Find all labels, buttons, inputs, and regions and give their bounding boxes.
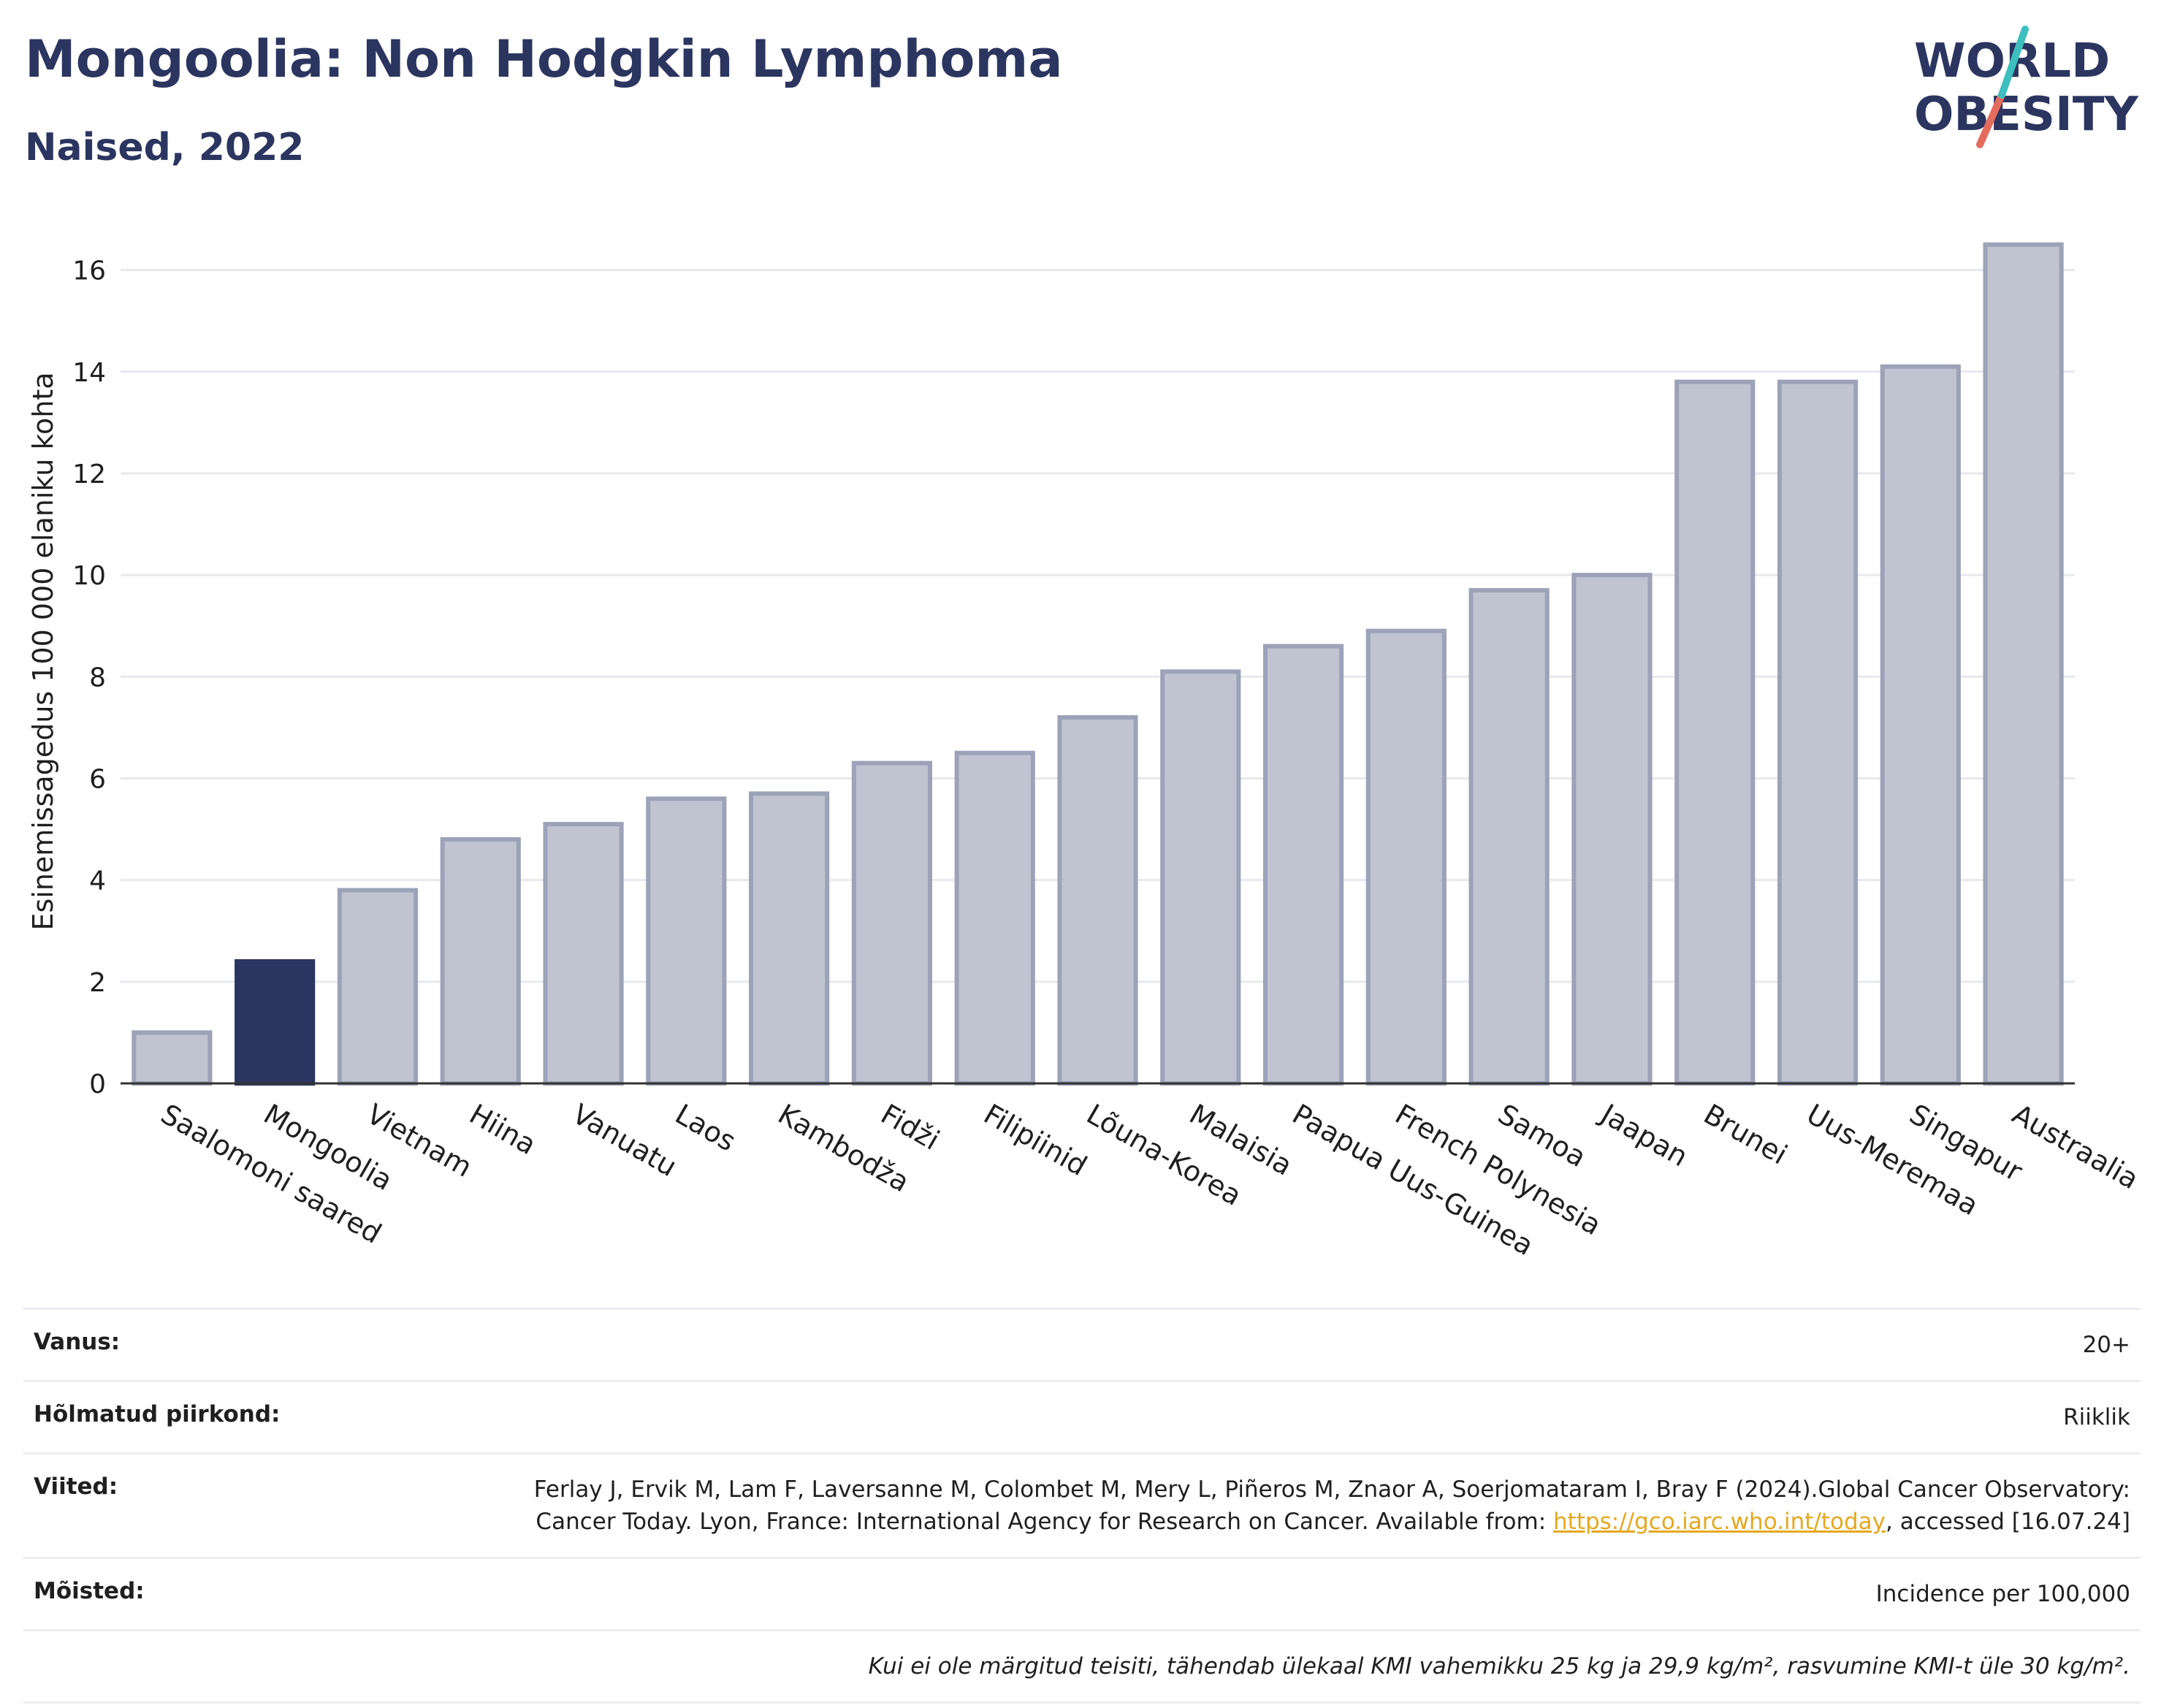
bar [337, 888, 419, 1086]
x-tick-label: Uus-Meremaa [1802, 1098, 1984, 1222]
bar [1674, 379, 1756, 1086]
x-tick-label: Fidži [875, 1098, 945, 1156]
bar [1160, 669, 1241, 1086]
x-tick-label: Filipiinid [978, 1098, 1092, 1182]
bar [1880, 364, 1961, 1086]
defs-value: Incidence per 100,000 [1875, 1581, 2130, 1607]
bar [132, 1030, 213, 1086]
y-tick-label: 14 [72, 358, 106, 388]
bar [851, 760, 933, 1086]
x-tick-label: Laos [670, 1098, 742, 1158]
meta-row-refs: Viited: Ferlay J, Ervik M, Lam F, Lavers… [23, 1452, 2141, 1557]
bar [749, 791, 830, 1086]
meta-row-region: Hõlmatud piirkond: Riiklik [23, 1380, 2141, 1452]
bar [543, 822, 624, 1086]
bar [1057, 714, 1138, 1086]
meta-row-age: Vanus: 20+ [23, 1308, 2141, 1380]
refs-label: Viited: [34, 1473, 118, 1500]
meta-row-note: Kui ei ole märgitud teisiti, tähendab ül… [23, 1629, 2141, 1704]
y-tick-label: 8 [89, 663, 106, 693]
age-value: 20+ [2082, 1332, 2130, 1358]
metadata-table: Vanus: 20+ Hõlmatud piirkond: Riiklik Vi… [23, 1308, 2141, 1704]
bar [954, 750, 1035, 1086]
age-label: Vanus: [34, 1329, 121, 1355]
x-tick-label: Austraalia [2007, 1098, 2144, 1196]
y-tick-label: 0 [89, 1070, 106, 1099]
y-axis-ticks: 0 2 4 6 8 10 12 14 16 [72, 256, 106, 1099]
y-tick-label: 16 [72, 256, 106, 286]
defs-label: Mõisted: [34, 1578, 145, 1604]
x-tick-label: Hiina [464, 1098, 541, 1162]
bar [1262, 644, 1344, 1086]
world-obesity-logo: WORLD OBESITY [1914, 26, 2138, 148]
y-tick-label: 2 [89, 968, 106, 998]
x-tick-label: Vanuatu [567, 1098, 682, 1183]
bar [1777, 379, 1859, 1086]
bar [235, 958, 316, 1086]
refs-value: Ferlay J, Ervik M, Lam F, Laversanne M, … [533, 1476, 2130, 1535]
bar [1983, 242, 2064, 1086]
x-tick-label: Jaapan [1594, 1097, 1693, 1173]
bar [1365, 628, 1447, 1086]
bar-chart: 0 2 4 6 8 10 12 14 16 Saalomoni saaredMongooliaV… [27, 242, 2144, 1262]
bars [132, 242, 2064, 1086]
meta-row-defs: Mõisted: Incidence per 100,000 [23, 1557, 2141, 1629]
region-label: Hõlmatud piirkond: [34, 1401, 281, 1427]
y-tick-label: 10 [72, 561, 106, 591]
page-subtitle: Naised, 2022 [25, 126, 305, 169]
bar [1571, 573, 1653, 1086]
bar [646, 796, 727, 1086]
bar [1468, 587, 1550, 1086]
region-value: Riiklik [2063, 1404, 2130, 1430]
bar [440, 836, 521, 1086]
page-title: Mongoolia: Non Hodgkin Lymphoma [25, 29, 1063, 89]
y-tick-label: 6 [89, 764, 106, 794]
y-tick-label: 12 [72, 460, 106, 489]
y-axis-label: Esinemissagedus 100 000 elaniku kohta [27, 372, 59, 930]
note-text: Kui ei ole märgitud teisiti, tähendab ül… [868, 1653, 2130, 1680]
refs-link[interactable]: https://gco.iarc.who.int/today [1553, 1509, 1886, 1535]
x-tick-label: Brunei [1699, 1098, 1793, 1171]
svg-text:OBESITY: OBESITY [1914, 88, 2138, 142]
y-tick-label: 4 [89, 866, 106, 896]
